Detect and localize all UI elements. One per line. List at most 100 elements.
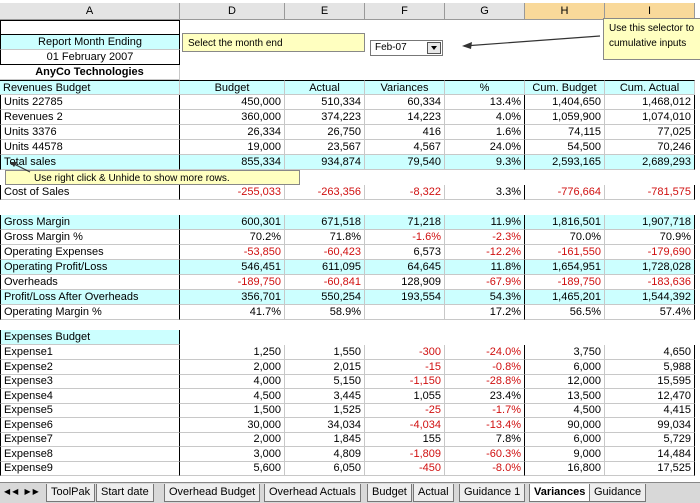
data-cell: 54.3% (445, 290, 525, 305)
data-cell: 611,095 (285, 260, 365, 275)
column-header: A (0, 3, 180, 20)
dropdown-arrow (431, 46, 437, 50)
data-cell: 26,750 (285, 125, 365, 140)
data-cell: -1,809 (365, 446, 445, 462)
data-cell: 1,250 (180, 345, 285, 360)
data-cell: 1,055 (365, 388, 445, 404)
data-cell: 2,000 (180, 432, 285, 447)
data-cell: 3,445 (285, 388, 365, 404)
data-cell: 34,034 (285, 417, 365, 433)
data-cell: 5,150 (285, 374, 365, 389)
data-cell: -8.0% (445, 461, 525, 476)
data-cell: 58.9% (285, 305, 365, 320)
month-selector[interactable]: Feb-07 (370, 40, 443, 56)
data-cell: 64,645 (365, 260, 445, 275)
data-cell: -450 (365, 461, 445, 476)
company-name: AnyCo Technologies (0, 65, 180, 80)
row-label: Profit/Loss After Overheads (0, 290, 180, 305)
column-title: Revenues Budget (0, 80, 180, 95)
column-header: D (180, 3, 285, 20)
data-cell: 70.0% (525, 230, 605, 245)
data-cell: -13.4% (445, 417, 525, 433)
row-label: Expense2 (0, 359, 180, 375)
sheet-tab[interactable]: Guidance (589, 484, 647, 502)
sheet-tab[interactable]: Start date (96, 484, 154, 502)
data-cell: 99,034 (605, 417, 695, 433)
data-cell: 17,525 (605, 461, 695, 476)
data-cell: 2,015 (285, 359, 365, 375)
data-cell: 5,988 (605, 359, 695, 375)
data-cell: 4,809 (285, 446, 365, 462)
data-cell: 5,600 (180, 461, 285, 476)
data-cell: 11.8% (445, 260, 525, 275)
data-cell: 2,689,293 (605, 155, 695, 170)
data-cell: -2.3% (445, 230, 525, 245)
data-cell: 4,000 (180, 374, 285, 389)
data-cell: 3,000 (180, 446, 285, 462)
data-cell: 4.0% (445, 110, 525, 125)
selector-value: Feb-07 (375, 42, 407, 53)
sheet-tab[interactable]: Overhead Budget (164, 484, 261, 502)
data-cell: -263,356 (285, 185, 365, 200)
sheet-tab[interactable]: Actual (413, 484, 454, 502)
data-cell: 1,500 (180, 403, 285, 418)
row-label: Expense7 (0, 432, 180, 447)
data-cell: 360,000 (180, 110, 285, 125)
data-cell: -28.8% (445, 374, 525, 389)
data-cell: 71,218 (365, 215, 445, 230)
dropdown-button[interactable] (427, 42, 441, 54)
comment-box: Use this selector to cumulative inputs (603, 18, 700, 60)
data-cell: 24.0% (445, 140, 525, 155)
data-cell: 56.5% (525, 305, 605, 320)
data-cell: -53,850 (180, 245, 285, 260)
row-label: Units 3376 (0, 125, 180, 140)
data-cell: 13.4% (445, 95, 525, 110)
row-label: Expense3 (0, 374, 180, 389)
data-cell: 546,451 (180, 260, 285, 275)
data-cell: 74,115 (525, 125, 605, 140)
data-cell: 14,484 (605, 446, 695, 462)
data-cell: 4,567 (365, 140, 445, 155)
data-cell: -189,750 (525, 275, 605, 290)
data-cell: -776,664 (525, 185, 605, 200)
tab-nav[interactable]: ◀◀ ▶▶ (4, 487, 41, 496)
report-label: Report Month Ending (0, 35, 180, 50)
data-cell: -1.6% (365, 230, 445, 245)
sheet-tab[interactable]: Guidance 1 (459, 484, 526, 502)
row-label: Expense9 (0, 461, 180, 476)
data-cell: 1,468,012 (605, 95, 695, 110)
row-label: Revenues 2 (0, 110, 180, 125)
column-header: E (285, 3, 365, 20)
data-cell (365, 305, 445, 320)
sheet-tab[interactable]: ToolPak (46, 484, 96, 502)
data-cell: 54,500 (525, 140, 605, 155)
data-cell: 6,000 (525, 359, 605, 375)
data-cell: -183,636 (605, 275, 695, 290)
row-label: Cost of Sales (0, 185, 180, 200)
data-cell: -60.3% (445, 446, 525, 462)
row-label: Expense6 (0, 417, 180, 433)
row-label: Operating Profit/Loss (0, 260, 180, 275)
data-cell: 4,500 (180, 388, 285, 404)
data-cell: 193,554 (365, 290, 445, 305)
data-cell: -60,841 (285, 275, 365, 290)
data-cell: 2,593,165 (525, 155, 605, 170)
data-cell: 23.4% (445, 388, 525, 404)
data-cell: 6,000 (525, 432, 605, 447)
data-cell: 6,050 (285, 461, 365, 476)
data-cell: -781,575 (605, 185, 695, 200)
data-cell: -12.2% (445, 245, 525, 260)
data-cell: -67.9% (445, 275, 525, 290)
sheet-tab[interactable]: Budget (367, 484, 412, 502)
sheet-tab[interactable]: Variances (529, 484, 591, 502)
data-cell: 450,000 (180, 95, 285, 110)
data-cell: -179,690 (605, 245, 695, 260)
data-cell: 2,000 (180, 359, 285, 375)
data-cell: 1,404,650 (525, 95, 605, 110)
sheet-tab[interactable]: Overhead Actuals (264, 484, 361, 502)
row-label: Expense8 (0, 446, 180, 462)
data-cell: 1,654,951 (525, 260, 605, 275)
data-cell: -1.7% (445, 403, 525, 418)
